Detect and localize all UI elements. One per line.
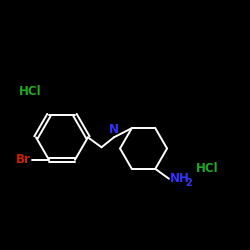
Text: Br: Br (16, 153, 30, 166)
Text: NH: NH (170, 172, 190, 185)
Text: N: N (109, 123, 119, 136)
Text: 2: 2 (186, 178, 192, 188)
Text: HCl: HCl (19, 85, 41, 98)
Text: HCl: HCl (196, 162, 218, 175)
